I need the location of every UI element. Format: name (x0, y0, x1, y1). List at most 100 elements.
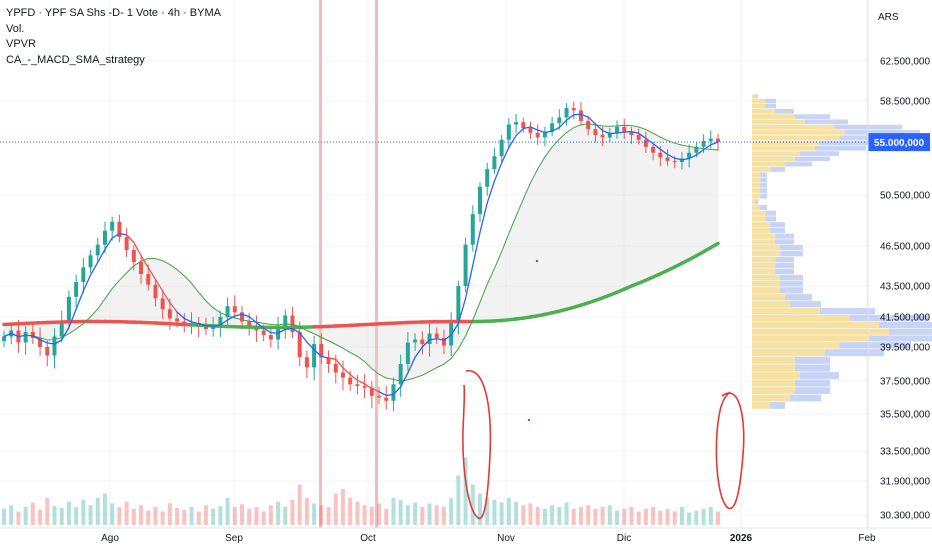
sma-fast-line (645, 137, 654, 145)
vpvr-bar-up (752, 156, 795, 162)
vpvr-bar-up (752, 281, 781, 287)
vpvr-bar-down (844, 130, 920, 135)
vpvr-bar-down (775, 108, 794, 114)
candle-body (615, 126, 620, 133)
vpvr-bar-down (804, 119, 848, 125)
volume-bar (564, 502, 569, 525)
volume-bar (304, 498, 309, 525)
volume-bar (535, 507, 540, 525)
candle-body (377, 395, 382, 398)
sma-fast-line (580, 113, 589, 118)
sma-fast-line (140, 255, 149, 269)
candle-body (535, 132, 540, 138)
legend-vpvr[interactable]: VPVR (6, 38, 36, 50)
vpvr-profile (752, 94, 932, 409)
vpvr-bar-up (752, 210, 766, 216)
vpvr-bar-down (770, 227, 785, 233)
vpvr-bar-down (760, 182, 767, 188)
candle-body (38, 338, 43, 347)
volume-bar (102, 493, 107, 525)
vpvr-bar-down (780, 287, 803, 294)
vpvr-bar-down (760, 193, 767, 199)
volume-bar (463, 457, 468, 525)
sma-fast-line (630, 130, 640, 134)
candle-body (326, 357, 331, 364)
x-tick-label: Oct (360, 533, 376, 544)
volume-bar (196, 511, 201, 525)
volume-bar (384, 508, 389, 525)
legend-volume[interactable]: Vol. (6, 22, 25, 35)
x-tick-label: Sep (225, 533, 243, 544)
vpvr-bar-up (752, 287, 781, 294)
sma-fast-line (385, 393, 395, 397)
vpvr-bar-up (752, 321, 880, 329)
sma-fast-line (479, 202, 488, 233)
candle-body (59, 321, 64, 337)
vpvr-bar-up (752, 161, 785, 167)
vpvr-bar-up (752, 328, 889, 335)
volume-bar (607, 505, 612, 525)
candle-body (110, 221, 115, 231)
vpvr-bar-up (752, 239, 776, 245)
vpvr-bar-down (819, 308, 875, 315)
vpvr-bar-up (752, 193, 761, 199)
candle-body (651, 146, 656, 153)
volume-bar (333, 493, 338, 525)
volume-bar (182, 509, 187, 525)
sma-fast-line (674, 157, 683, 161)
vpvr-bar-down (760, 172, 767, 178)
volume-bar (398, 499, 403, 525)
sma-fast-line (32, 335, 41, 341)
candle-body (478, 186, 482, 215)
candle-body (52, 336, 57, 356)
candle-body (622, 126, 627, 132)
highlight-vline (319, 0, 322, 528)
candle-body (117, 221, 122, 238)
sma-fast-line (205, 324, 214, 328)
sma-fast-line (522, 126, 532, 130)
sma-fast-line (407, 356, 416, 374)
moving-average-lines (2, 113, 720, 397)
candle-body (564, 108, 569, 118)
vpvr-bar-up (752, 394, 790, 402)
sma-fast-line (681, 157, 690, 161)
candle-body (297, 332, 302, 358)
vpvr-bar-down (869, 335, 932, 342)
sma-fast-line (710, 141, 719, 146)
candle-body (312, 344, 317, 368)
candle-body (593, 129, 598, 136)
volume-bar (470, 484, 475, 525)
candle-body (45, 347, 50, 356)
vpvr-bar-up (752, 387, 795, 395)
vpvr-bar-down (775, 257, 794, 263)
volume-bar (283, 507, 288, 525)
legend-strategy[interactable]: CA_-_MACD_SMA_strategy (6, 53, 145, 66)
vpvr-bar-down (760, 188, 767, 193)
sma-fast-line (46, 342, 56, 345)
sma-fast-line (219, 319, 229, 326)
candle-body (413, 339, 418, 343)
candle-body (283, 315, 288, 328)
candle-body (607, 132, 612, 138)
y-tick-label: 33.500,000 (880, 447, 930, 458)
volume-bar (146, 510, 151, 525)
volume-bar (449, 498, 454, 525)
vpvr-bar-down (770, 402, 785, 409)
candle-body (139, 262, 144, 274)
sma-fast-line (414, 346, 423, 358)
legend-title[interactable]: YPFD · YPF SA Shs -D- 1 Vote · 4h · BYMA (6, 7, 221, 19)
sma-fast-line (68, 308, 77, 329)
candle-body (211, 327, 216, 329)
candle-body (586, 120, 591, 130)
sma-fast-line (169, 302, 178, 313)
sma-fast-line (299, 332, 308, 343)
volume-bar (312, 503, 317, 525)
currency-label[interactable]: ARS (878, 12, 899, 23)
sma-fast-line (335, 358, 344, 369)
vpvr-bar-up (752, 301, 790, 308)
volume-bar (571, 508, 576, 525)
volume-bar (665, 508, 670, 525)
y-tick-label: 50.500,000 (880, 191, 930, 202)
